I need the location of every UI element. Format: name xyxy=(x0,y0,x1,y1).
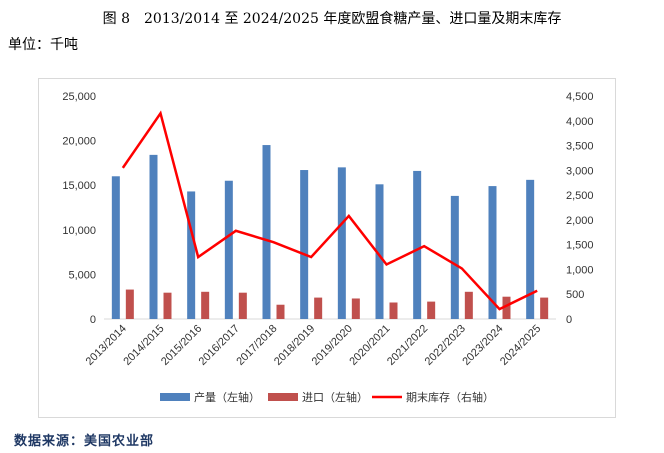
imports-bar xyxy=(502,296,511,319)
left-axis-tick-label: 15,000 xyxy=(62,180,96,192)
left-axis-tick-label: 5,000 xyxy=(68,269,96,281)
right-axis-tick-label: 3,500 xyxy=(566,141,594,153)
production-bar xyxy=(262,145,271,319)
x-axis-tick-label: 2024/2025 xyxy=(498,323,543,368)
left-axis-tick-label: 25,000 xyxy=(62,91,96,103)
production-bar xyxy=(450,195,459,319)
legend-production-label: 产量（左轴） xyxy=(194,390,260,404)
left-axis-tick-label: 10,000 xyxy=(62,225,96,237)
right-axis-tick-label: 2,000 xyxy=(566,215,594,227)
legend-stocks-label: 期末库存（右轴） xyxy=(406,390,494,404)
imports-bar xyxy=(238,292,247,319)
chart-frame xyxy=(38,78,616,418)
imports-bar xyxy=(314,297,323,319)
right-axis-tick-label: 4,500 xyxy=(566,91,594,103)
legend-production-swatch xyxy=(160,393,190,401)
right-axis-tick-label: 3,000 xyxy=(566,165,594,177)
production-bar xyxy=(149,154,158,319)
imports-bar xyxy=(201,291,210,319)
imports-bar xyxy=(427,301,436,319)
legend-imports-label: 进口（左轴） xyxy=(302,390,368,404)
right-axis-tick-label: 1,000 xyxy=(566,264,594,276)
production-bar xyxy=(224,180,233,319)
left-axis-tick-label: 20,000 xyxy=(62,136,96,148)
right-axis-tick-label: 500 xyxy=(566,289,584,301)
source-note: 数据来源：美国农业部 xyxy=(14,434,155,449)
chart-title: 图 8 2013/2014 至 2024/2025 年度欧盟食糖产量、进口量及期… xyxy=(102,11,562,27)
imports-bar xyxy=(540,297,549,319)
imports-bar xyxy=(389,302,398,319)
imports-bar xyxy=(276,304,285,319)
production-bar xyxy=(300,170,309,319)
left-axis-tick-label: 0 xyxy=(90,314,96,326)
right-axis-tick-label: 1,500 xyxy=(566,240,594,252)
right-axis-tick-label: 2,500 xyxy=(566,190,594,202)
right-axis-tick-label: 4,000 xyxy=(566,116,594,128)
legend-imports-swatch xyxy=(268,393,298,401)
imports-bar xyxy=(464,291,473,319)
production-bar xyxy=(187,191,196,319)
production-bar xyxy=(375,184,384,319)
unit-label: 单位：千吨 xyxy=(8,37,78,53)
production-bar xyxy=(413,170,422,319)
imports-bar xyxy=(351,298,360,319)
production-bar xyxy=(526,179,535,319)
ending-stocks-line xyxy=(121,110,538,311)
imports-bar xyxy=(125,289,134,319)
right-axis-tick-label: 0 xyxy=(566,314,572,326)
production-bar xyxy=(111,176,120,319)
imports-bar xyxy=(163,292,172,319)
production-bar xyxy=(488,186,497,319)
production-bar xyxy=(337,167,346,319)
